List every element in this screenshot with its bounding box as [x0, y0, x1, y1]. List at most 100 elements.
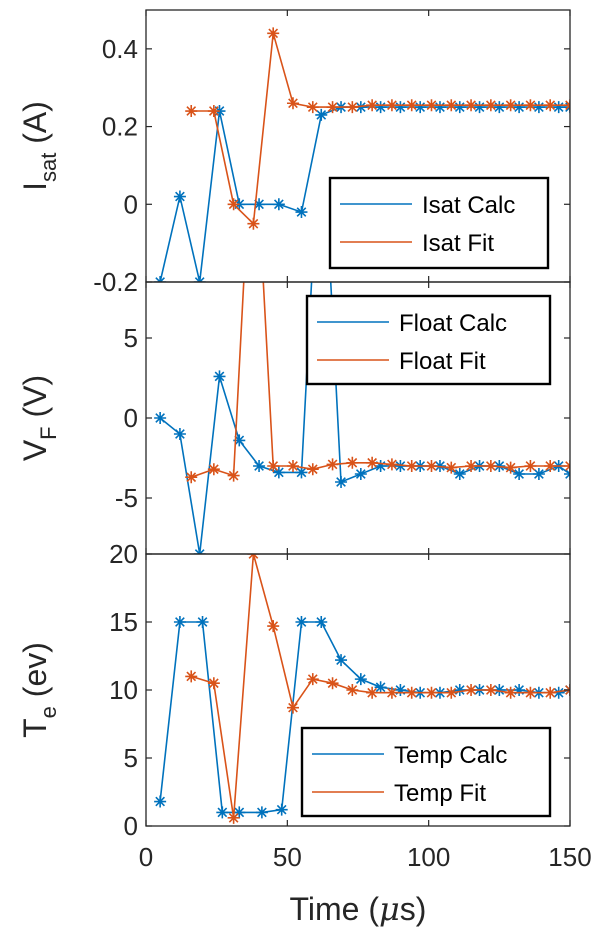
data-point-temp-fit — [524, 686, 537, 699]
data-point-isat-calc — [394, 101, 407, 114]
x-tick-label: 100 — [407, 842, 450, 872]
data-point-float-calc — [354, 468, 367, 480]
data-point-temp-calc — [513, 684, 526, 696]
data-point-float-fit — [524, 460, 537, 472]
legend-label: Temp Calc — [394, 742, 507, 769]
data-point-temp-fit — [484, 684, 497, 696]
data-point-temp-fit — [504, 686, 517, 699]
data-point-temp-fit — [425, 686, 438, 699]
data-point-isat-fit — [405, 99, 418, 112]
series-line-temp-calc — [159, 621, 570, 814]
x-tick-label: 0 — [139, 842, 153, 872]
y-tick-label: 5 — [124, 323, 138, 353]
data-point-float-fit — [306, 463, 319, 476]
data-point-temp-calc — [173, 616, 186, 628]
data-point-temp-fit — [185, 670, 198, 683]
y-tick-label: 10 — [109, 675, 138, 705]
data-point-float-calc — [272, 466, 285, 479]
data-point-isat-calc — [253, 198, 266, 211]
y-tick-label: 15 — [109, 607, 138, 637]
data-point-temp-fit — [286, 701, 299, 714]
legend-label: Isat Calc — [422, 192, 515, 219]
data-point-isat-fit — [286, 97, 299, 110]
data-point-isat-calc — [453, 101, 466, 114]
data-point-isat-fit — [544, 99, 557, 112]
y-tick-label: 0 — [124, 189, 138, 219]
data-point-float-calc — [513, 468, 526, 480]
data-point-temp-fit — [346, 684, 359, 696]
data-point-temp-calc — [216, 806, 229, 819]
data-point-float-fit — [425, 460, 438, 472]
data-point-temp-fit — [445, 686, 458, 699]
y-tick-label: 0.2 — [102, 112, 138, 142]
data-point-temp-calc — [493, 684, 506, 696]
data-point-isat-calc — [513, 101, 526, 114]
data-point-float-calc — [295, 466, 308, 479]
data-point-float-fit — [366, 456, 379, 469]
data-point-isat-fit — [346, 101, 359, 114]
data-point-isat-calc — [315, 108, 328, 121]
data-point-float-calc — [233, 434, 246, 447]
data-point-temp-calc — [335, 654, 348, 667]
data-point-float-fit — [405, 460, 418, 472]
data-point-isat-calc — [354, 101, 367, 114]
legend-label: Isat Fit — [422, 230, 494, 257]
panel-3: 0 5 10 15 20 0 50 100 150 Te (ev) Temp Calc Temp Fi… — [17, 539, 592, 872]
data-point-temp-fit — [267, 620, 280, 633]
data-point-isat-calc — [374, 101, 387, 114]
data-point-temp-fit — [465, 684, 478, 696]
data-point-isat-calc — [473, 101, 486, 114]
legend-label: Float Fit — [399, 348, 486, 375]
data-point-float-fit — [445, 461, 458, 474]
legend-label: Float Calc — [399, 310, 507, 337]
data-point-isat-fit — [185, 105, 198, 118]
data-point-isat-fit — [445, 99, 458, 112]
data-point-isat-calc — [173, 190, 186, 203]
data-point-float-fit — [267, 460, 280, 472]
y-tick-label: 5 — [124, 743, 138, 773]
y-axis-label: VF (V) — [17, 375, 61, 461]
data-point-isat-fit — [385, 99, 398, 112]
data-point-isat-fit — [306, 101, 319, 114]
y-tick-label: -0.2 — [93, 267, 138, 297]
panel-1: -0.2 0 0.2 0.4 Isat (A) Isat Calc Isat Fit — [17, 9, 571, 297]
data-point-float-fit — [385, 458, 398, 471]
data-point-temp-fit — [385, 686, 398, 699]
data-point-float-calc — [173, 428, 186, 440]
data-point-isat-calc — [552, 101, 565, 114]
legend: Temp Calc Temp Fit — [300, 726, 552, 818]
data-point-float-fit — [207, 463, 220, 476]
y-tick-label: 0 — [124, 403, 138, 433]
data-point-float-calc — [253, 460, 266, 472]
data-point-isat-fit — [366, 99, 379, 112]
data-point-float-fit — [247, 92, 259, 104]
legend: Isat Calc Isat Fit — [328, 176, 550, 270]
x-axis-label: Time (μs) — [290, 890, 427, 928]
data-point-isat-calc — [414, 101, 427, 114]
data-point-temp-fit — [326, 677, 339, 690]
data-point-temp-calc — [295, 616, 308, 628]
data-point-temp-calc — [154, 795, 167, 808]
legend-label: Temp Fit — [394, 780, 486, 807]
data-point-temp-calc — [315, 616, 328, 628]
data-point-temp-fit — [227, 811, 240, 824]
data-point-float-fit — [465, 460, 478, 472]
data-point-float-calc — [213, 370, 226, 383]
data-point-temp-fit — [366, 686, 379, 699]
data-point-isat-fit — [267, 27, 280, 40]
y-axis-label: Te (ev) — [17, 642, 61, 738]
data-point-isat-fit — [465, 99, 478, 112]
data-point-float-fit — [346, 456, 359, 469]
data-point-temp-calc — [394, 684, 407, 696]
data-point-isat-calc — [295, 206, 308, 219]
data-point-float-fit — [326, 458, 339, 471]
y-tick-label: 0.4 — [102, 34, 138, 64]
data-point-isat-fit — [484, 99, 497, 112]
data-point-temp-fit — [544, 686, 557, 699]
data-point-temp-calc — [196, 616, 209, 628]
data-point-isat-calc — [433, 101, 446, 114]
data-point-isat-calc — [532, 101, 545, 114]
y-tick-label: 20 — [109, 539, 138, 569]
data-point-temp-calc — [374, 681, 387, 694]
